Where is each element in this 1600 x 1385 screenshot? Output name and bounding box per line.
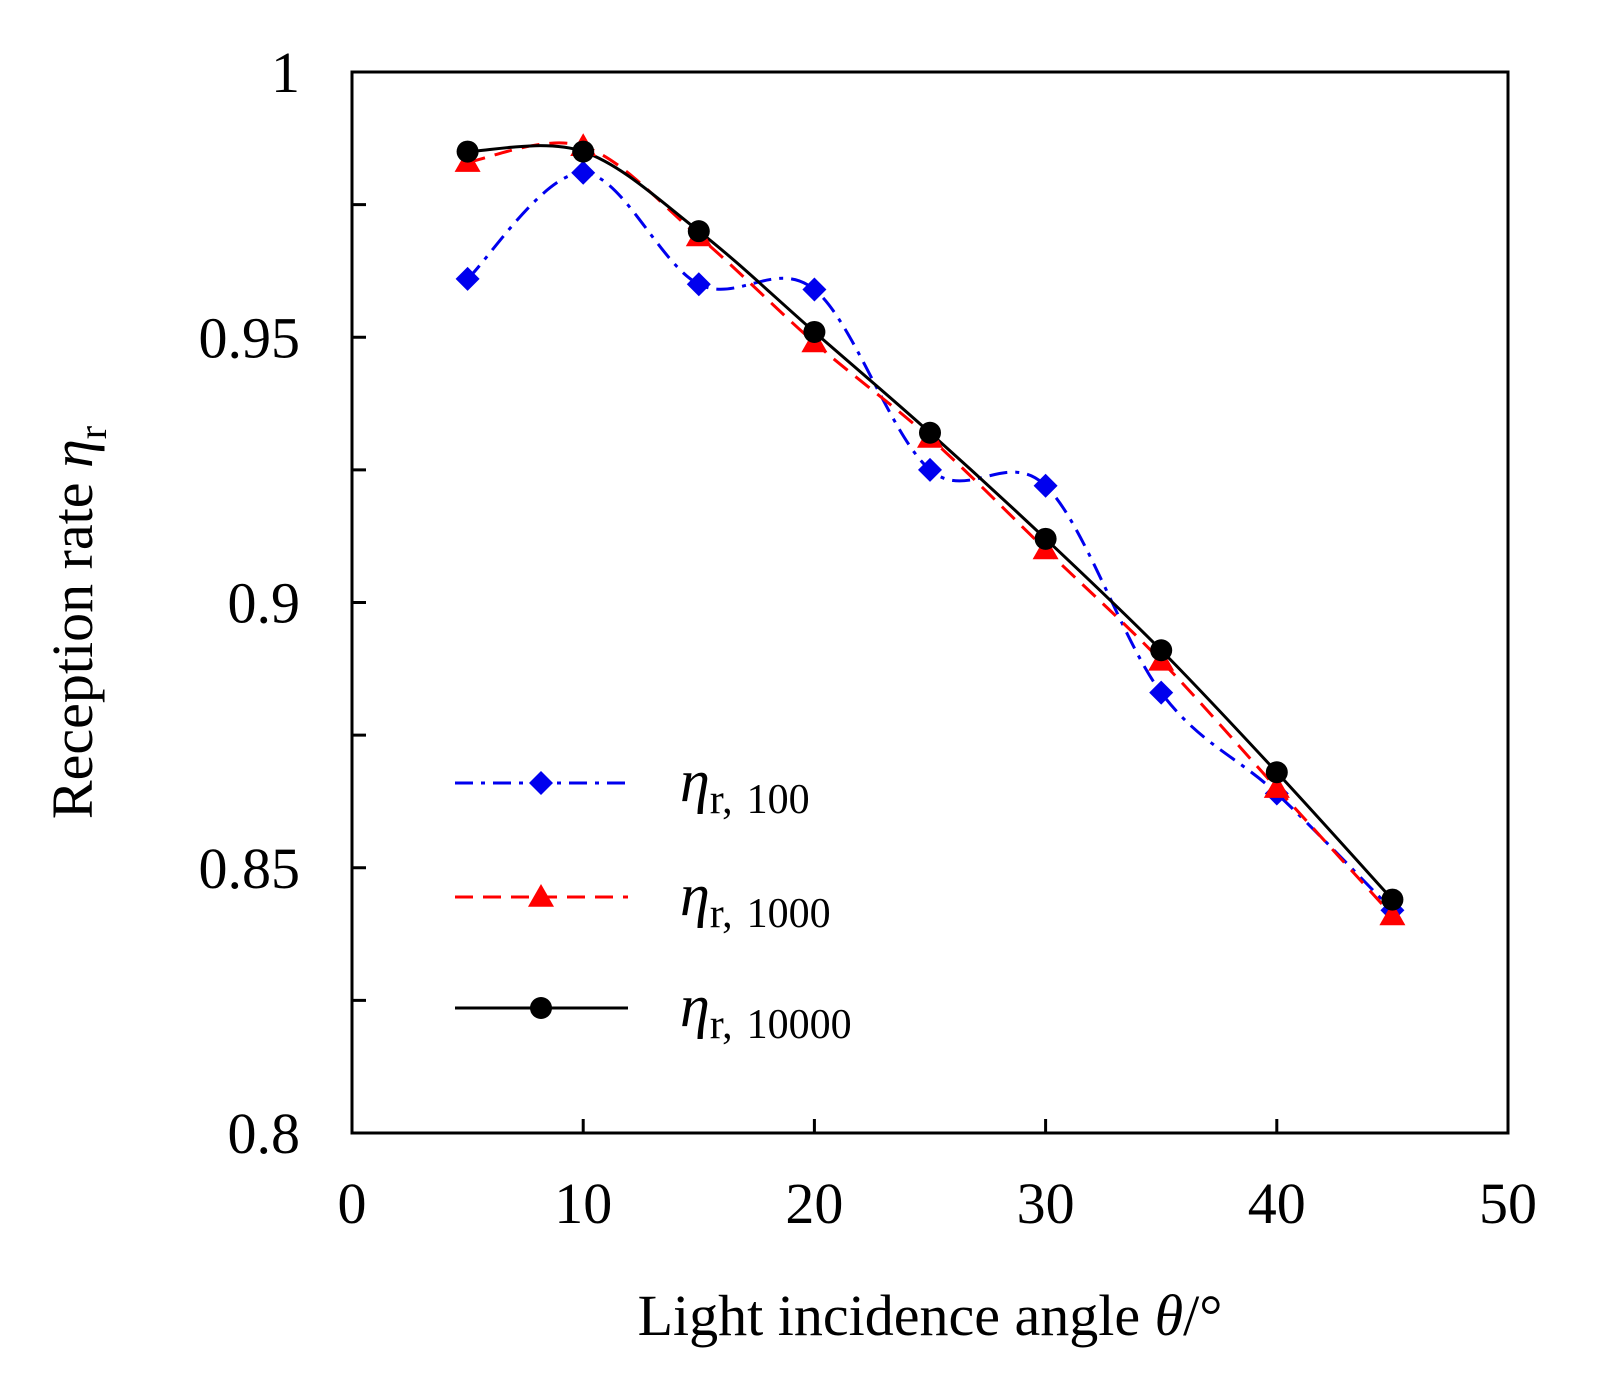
y-tick-label: 0.9 [228, 571, 301, 636]
data-point-10000 [572, 140, 595, 163]
x-tick-label: 40 [1248, 1171, 1306, 1236]
y-tick-label: 1 [271, 40, 300, 105]
legend-item-100: ηr, 100 [455, 748, 810, 823]
data-point-10000 [687, 220, 710, 243]
legend-marker [529, 771, 553, 795]
y-axis-title-text: Reception rate [40, 468, 105, 819]
x-axis-title-unit: /° [1183, 1283, 1222, 1348]
data-point-10000 [1150, 639, 1173, 662]
data-point-100 [1033, 473, 1058, 498]
plot-frame [350, 70, 1510, 1135]
x-axis-title: Light incidence angle θ/° [638, 1283, 1223, 1348]
data-point-100 [918, 457, 942, 482]
data-point-1000 [1263, 775, 1290, 798]
x-tick-label: 30 [1017, 1171, 1075, 1236]
data-point-10000 [1034, 527, 1057, 550]
series-line-100 [466, 171, 1394, 912]
data-point-10000 [919, 421, 941, 444]
data-point-1000 [1379, 902, 1406, 926]
data-point-10000 [1381, 888, 1404, 911]
legend-marker [528, 884, 554, 907]
axis-tick-labels: 0 10 20 30 40 50 0.8 0.85 0.9 0.95 1 [199, 40, 1538, 1236]
y-tick-label: 0.8 [228, 1101, 301, 1166]
series-markers [454, 133, 1406, 926]
data-point-100 [802, 277, 827, 302]
data-point-10000 [803, 320, 826, 343]
x-tick-label: 50 [1479, 1171, 1537, 1236]
data-point-100 [571, 160, 596, 185]
series-line-10000 [467, 144, 1394, 901]
x-tick-label: 0 [338, 1171, 367, 1236]
y-tick-label: 0.95 [199, 305, 301, 370]
axis-ticks [350, 70, 1510, 1135]
y-axis-title: Reception rate ηr [40, 426, 115, 819]
y-axis-title-subscript: r [70, 426, 115, 439]
x-axis-title-text: Light incidence angle [638, 1283, 1155, 1348]
legend-label: ηr, 1000 [680, 862, 831, 937]
x-tick-label: 10 [554, 1171, 612, 1236]
legend-label: ηr, 10000 [680, 973, 852, 1048]
x-tick-label: 20 [785, 1171, 843, 1236]
series-lines [466, 141, 1394, 917]
y-axis-title-symbol: η [40, 439, 105, 468]
series-line-1000 [467, 141, 1394, 917]
data-point-100 [455, 266, 480, 291]
data-point-10000 [456, 140, 479, 163]
legend-item-1000: ηr, 1000 [455, 862, 831, 937]
legend-item-10000: ηr, 10000 [455, 973, 852, 1048]
data-point-100 [686, 272, 711, 297]
legend-label: ηr, 100 [680, 748, 810, 823]
y-tick-label: 0.85 [199, 836, 301, 901]
legend-marker [530, 997, 552, 1019]
data-point-100 [1149, 680, 1174, 705]
data-point-10000 [1265, 761, 1288, 784]
x-axis-title-symbol: θ [1155, 1283, 1184, 1348]
legend: ηr, 100 ηr, 1000 ηr, 10000 [455, 748, 852, 1048]
